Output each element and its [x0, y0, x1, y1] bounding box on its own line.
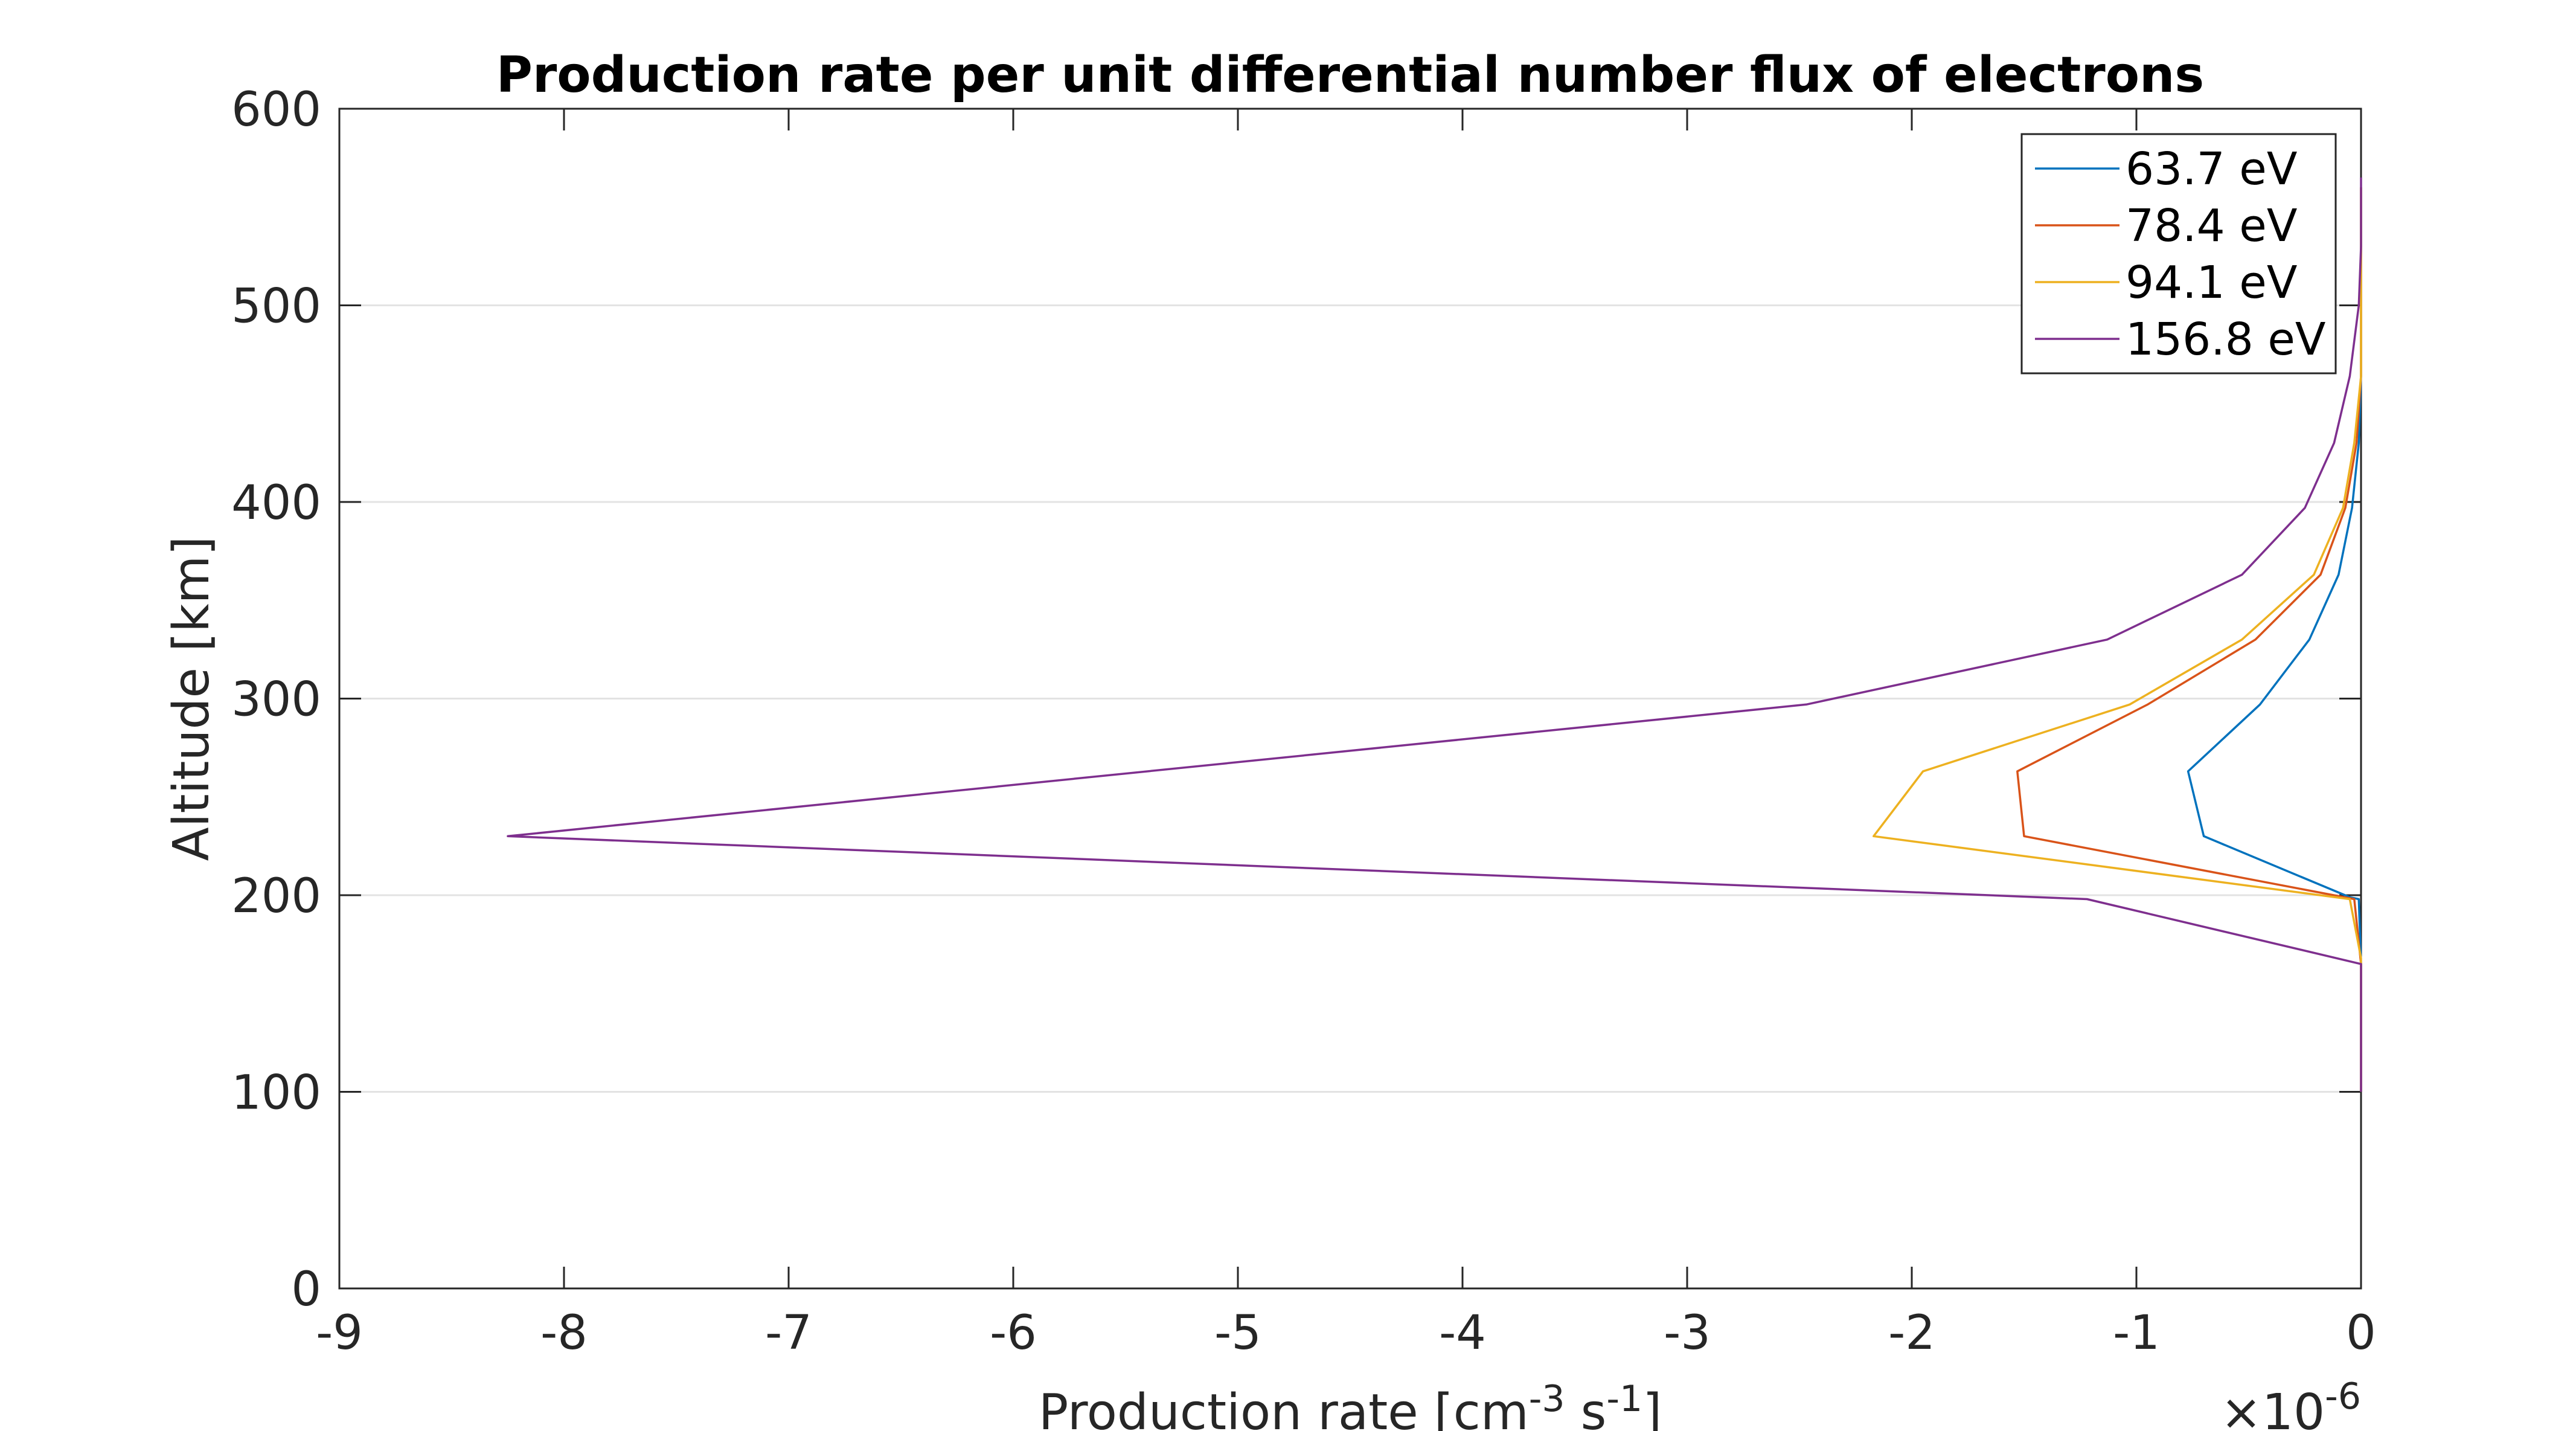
- legend-label: 94.1 eV: [2126, 257, 2298, 309]
- x-axis-label-exponent-2: -1: [1606, 1378, 1642, 1420]
- y-tick-label: 100: [231, 1066, 321, 1121]
- y-tick-label: 500: [231, 280, 321, 334]
- y-tick-label: 400: [231, 476, 321, 530]
- tick-marks: [338, 108, 2362, 1290]
- x-tick-label: -6: [990, 1306, 1037, 1360]
- grid-lines: [339, 304, 2361, 1093]
- legend-box: [2020, 133, 2337, 375]
- x-axis-multiplier: ×10-6: [2220, 1375, 2361, 1431]
- x-tick-label: -2: [1888, 1306, 1935, 1360]
- x-axis-multiplier-base: ×10: [2220, 1384, 2325, 1431]
- series-line: [507, 177, 2362, 1092]
- y-tick-label: 200: [231, 869, 321, 924]
- y-axis-label: Altitude [km]: [163, 536, 220, 861]
- x-tick-label: -5: [1214, 1306, 1261, 1360]
- x-tick-label: -1: [2113, 1306, 2160, 1360]
- x-axis-label-end: ]: [1642, 1384, 1662, 1431]
- legend-label: 156.8 eV: [2126, 314, 2326, 365]
- x-axis-label-mid: s: [1565, 1384, 1607, 1431]
- series-lines: [507, 177, 2362, 1092]
- y-tick-label: 0: [291, 1262, 321, 1317]
- y-tick-label: 300: [231, 673, 321, 727]
- x-axis-label-exponent-1: -3: [1529, 1378, 1565, 1420]
- x-tick-label: -8: [540, 1306, 588, 1360]
- y-tick-label: 600: [231, 83, 321, 137]
- x-axis-label-main: Production rate [cm: [1039, 1384, 1529, 1431]
- x-tick-label: 0: [2346, 1306, 2376, 1360]
- x-axis-label: Production rate [cm-3 s-1]: [1039, 1378, 1662, 1431]
- tick-labels: -9 -8 -7 -6 -5 -4 -3 -2 -1 0 0 100 200 300 400 500 600: [231, 83, 2376, 1360]
- x-tick-label: -4: [1439, 1306, 1486, 1360]
- x-tick-label: -9: [316, 1306, 363, 1360]
- series-line: [1873, 187, 2362, 1092]
- legend-label: 63.7 eV: [2126, 143, 2298, 195]
- x-tick-label: -3: [1664, 1306, 1711, 1360]
- chart-title: Production rate per unit differential nu…: [496, 47, 2204, 104]
- x-axis-multiplier-exponent: -6: [2325, 1375, 2361, 1418]
- legend-label: 78.4 eV: [2126, 200, 2298, 252]
- x-tick-label: -7: [765, 1306, 812, 1360]
